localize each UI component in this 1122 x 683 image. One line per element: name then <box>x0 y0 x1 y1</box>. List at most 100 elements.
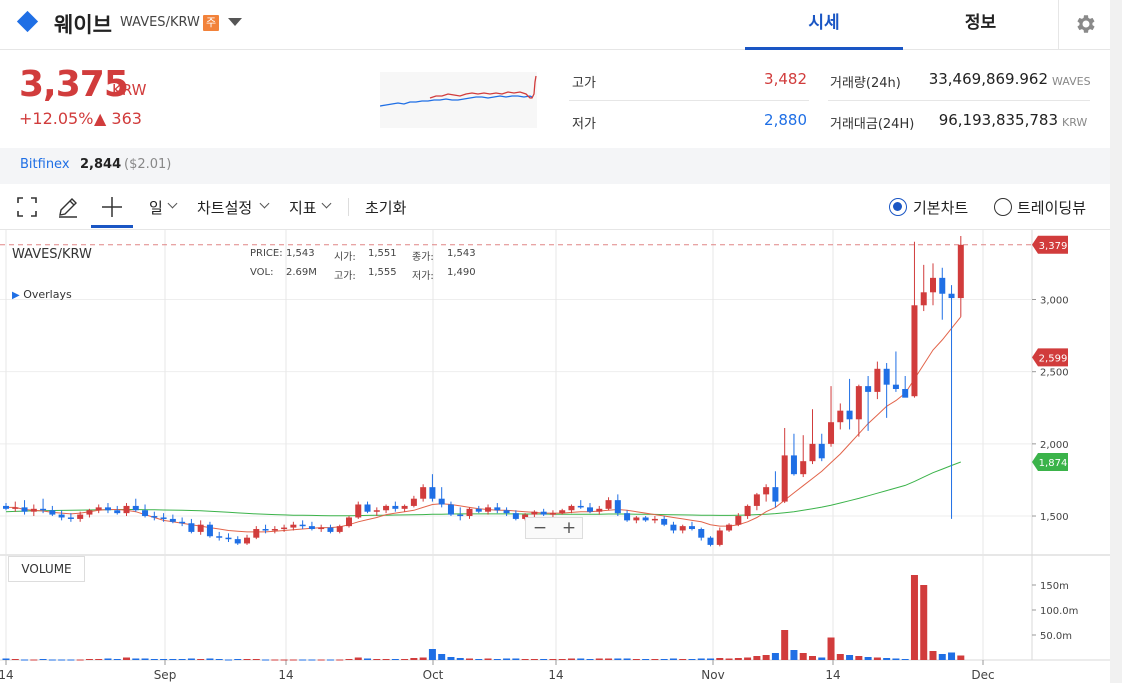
candle-body <box>503 510 510 514</box>
chevron-down-icon[interactable] <box>259 198 270 209</box>
candle-body <box>345 517 352 527</box>
candle-body <box>160 517 167 519</box>
trade-value-label: 거래대금(24H) <box>830 117 915 132</box>
candle-body <box>902 389 909 398</box>
basic-chart-label[interactable]: 기본차트 <box>913 199 969 217</box>
price-tag-label: 3,379 <box>1039 241 1068 252</box>
legend-high: 1,555 <box>368 267 397 278</box>
volume-bar <box>549 659 557 660</box>
zoom-out-button[interactable]: − <box>532 518 548 538</box>
volume-bar <box>512 658 520 660</box>
price-tick-label: 2,500 <box>1040 368 1069 379</box>
price-chart[interactable]: 1,500 2,000 2,500 3,000 50.0m 100.0m 150m 14 Sep… <box>0 230 1110 683</box>
volume-bar <box>957 655 965 660</box>
volume-bar <box>85 659 93 660</box>
chevron-down-icon[interactable] <box>167 198 178 209</box>
chart-settings-button[interactable]: 차트설정 <box>197 199 253 217</box>
candle-body <box>753 494 760 506</box>
exchange-bar: Bitfinex 2,844 ($2.01) <box>0 148 1110 184</box>
divider <box>828 100 1090 101</box>
candle-body <box>253 529 260 538</box>
volume-bar <box>104 658 112 660</box>
scrollbar[interactable] <box>1110 0 1122 683</box>
pencil-icon[interactable] <box>57 196 79 218</box>
volume-unit: WAVES <box>1052 75 1091 88</box>
candle-body <box>485 507 492 512</box>
volume-bar <box>30 659 38 661</box>
candle-body <box>401 505 408 509</box>
crosshair-icon[interactable] <box>101 196 123 218</box>
candle-body <box>522 514 529 519</box>
legend-close-label: 종가: <box>412 252 434 263</box>
candle-body <box>772 487 779 502</box>
high-label: 고가 <box>572 76 596 91</box>
time-tick-label: Nov <box>701 668 724 682</box>
triangle-right-icon: ▶ <box>12 290 20 301</box>
candle-body <box>410 498 417 506</box>
candle-body <box>892 384 899 390</box>
basic-chart-radio[interactable] <box>889 198 907 216</box>
legend-high-label: 고가: <box>334 271 356 282</box>
volume-bar <box>401 659 409 660</box>
volume-bar <box>373 659 381 660</box>
volume-bar <box>614 658 622 660</box>
price-tick-label: 2,000 <box>1040 440 1069 451</box>
candle-body <box>818 443 825 459</box>
candle-body <box>494 507 501 511</box>
change-rate: +12.05% <box>19 109 94 128</box>
candle-body <box>86 510 93 515</box>
tab-sise[interactable]: 시세 <box>745 0 903 50</box>
high-price: 3,482 <box>764 70 807 88</box>
candlestick-chart[interactable]: 1,500 2,000 2,500 3,000 50.0m 100.0m 150m 14 Sep… <box>0 230 1110 683</box>
candle-body <box>308 526 315 530</box>
trading-view-radio[interactable] <box>994 198 1012 216</box>
candle-body <box>383 505 390 511</box>
volume-panel-label: VOLUME <box>8 556 85 582</box>
volume-bar <box>428 649 436 660</box>
volume-label: 거래량(24h) <box>830 76 901 91</box>
chevron-down-icon[interactable] <box>321 198 332 209</box>
candle-body <box>855 386 862 420</box>
volume-bar <box>808 656 816 660</box>
volume-bar <box>391 659 399 660</box>
exchange-link[interactable]: Bitfinex <box>20 157 70 172</box>
price-tag-label: 2,599 <box>1039 353 1068 364</box>
indicators-button[interactable]: 지표 <box>289 199 317 217</box>
chart-pair-label: WAVES/KRW <box>12 247 92 262</box>
volume-bar <box>651 659 659 660</box>
volume-bar <box>595 658 603 660</box>
candle-body <box>800 461 807 475</box>
overlays-toggle[interactable]: ▶ Overlays <box>12 288 72 301</box>
volume-bar <box>382 659 390 660</box>
tab-info[interactable]: 정보 <box>964 13 997 33</box>
gear-icon[interactable] <box>1074 12 1098 36</box>
volume-bar <box>438 654 446 660</box>
candle-body <box>169 518 176 522</box>
header: 웨이브 WAVES/KRW 주 시세 정보 <box>0 0 1110 50</box>
volume-bar <box>660 659 668 660</box>
volume-bar <box>707 658 715 660</box>
diamond-icon <box>16 10 39 33</box>
candle-body <box>716 530 723 545</box>
volume-bar <box>484 658 492 660</box>
fullscreen-icon[interactable] <box>16 196 38 218</box>
volume-bar <box>753 656 761 660</box>
volume-bar <box>725 658 733 660</box>
zoom-in-button[interactable]: + <box>561 518 577 538</box>
chevron-down-icon[interactable] <box>228 18 242 26</box>
candle-body <box>262 529 269 531</box>
volume-bar <box>734 658 742 660</box>
candle-body <box>874 368 881 392</box>
volume-bar <box>493 659 501 660</box>
volume-bar <box>113 659 121 660</box>
candle-body <box>355 504 362 518</box>
interval-select[interactable]: 일 <box>149 199 163 217</box>
reset-button[interactable]: 초기화 <box>365 199 407 217</box>
candle-body <box>188 523 195 532</box>
time-tick-label: 14 <box>825 668 840 682</box>
candle-body <box>596 508 603 512</box>
volume-bar <box>206 658 214 660</box>
candle-body <box>299 524 306 527</box>
trading-view-label[interactable]: 트레이딩뷰 <box>1017 199 1087 217</box>
volume-bar <box>224 659 232 661</box>
